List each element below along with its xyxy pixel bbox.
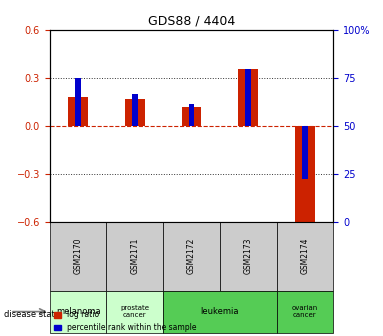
Text: GSM2172: GSM2172 — [187, 238, 196, 274]
FancyBboxPatch shape — [277, 222, 333, 291]
Text: prostate
cancer: prostate cancer — [120, 305, 149, 318]
Bar — [125, 99, 145, 126]
Text: GSM2171: GSM2171 — [130, 238, 139, 274]
Bar — [182, 107, 201, 126]
Text: disease state: disease state — [4, 310, 60, 319]
Text: GSM2173: GSM2173 — [244, 238, 253, 274]
FancyBboxPatch shape — [163, 222, 220, 291]
FancyBboxPatch shape — [277, 291, 333, 333]
FancyBboxPatch shape — [50, 291, 106, 333]
Text: GSM2170: GSM2170 — [74, 238, 83, 274]
Bar — [188, 103, 195, 126]
Bar — [302, 126, 308, 178]
FancyBboxPatch shape — [50, 222, 106, 291]
FancyBboxPatch shape — [106, 222, 163, 291]
Bar — [75, 78, 81, 126]
Text: GSM2174: GSM2174 — [300, 238, 309, 274]
Text: ovarian
cancer: ovarian cancer — [292, 305, 318, 318]
FancyBboxPatch shape — [163, 291, 277, 333]
Bar — [245, 69, 251, 126]
FancyBboxPatch shape — [106, 291, 163, 333]
Bar — [68, 97, 88, 126]
Bar — [132, 94, 138, 126]
Bar — [238, 69, 258, 126]
Title: GDS88 / 4404: GDS88 / 4404 — [148, 15, 235, 28]
Bar — [295, 126, 315, 225]
Legend: log ratio, percentile rank within the sample: log ratio, percentile rank within the sa… — [54, 310, 197, 332]
Text: leukemia: leukemia — [201, 307, 239, 316]
Text: melanoma: melanoma — [56, 307, 100, 316]
FancyBboxPatch shape — [220, 222, 277, 291]
